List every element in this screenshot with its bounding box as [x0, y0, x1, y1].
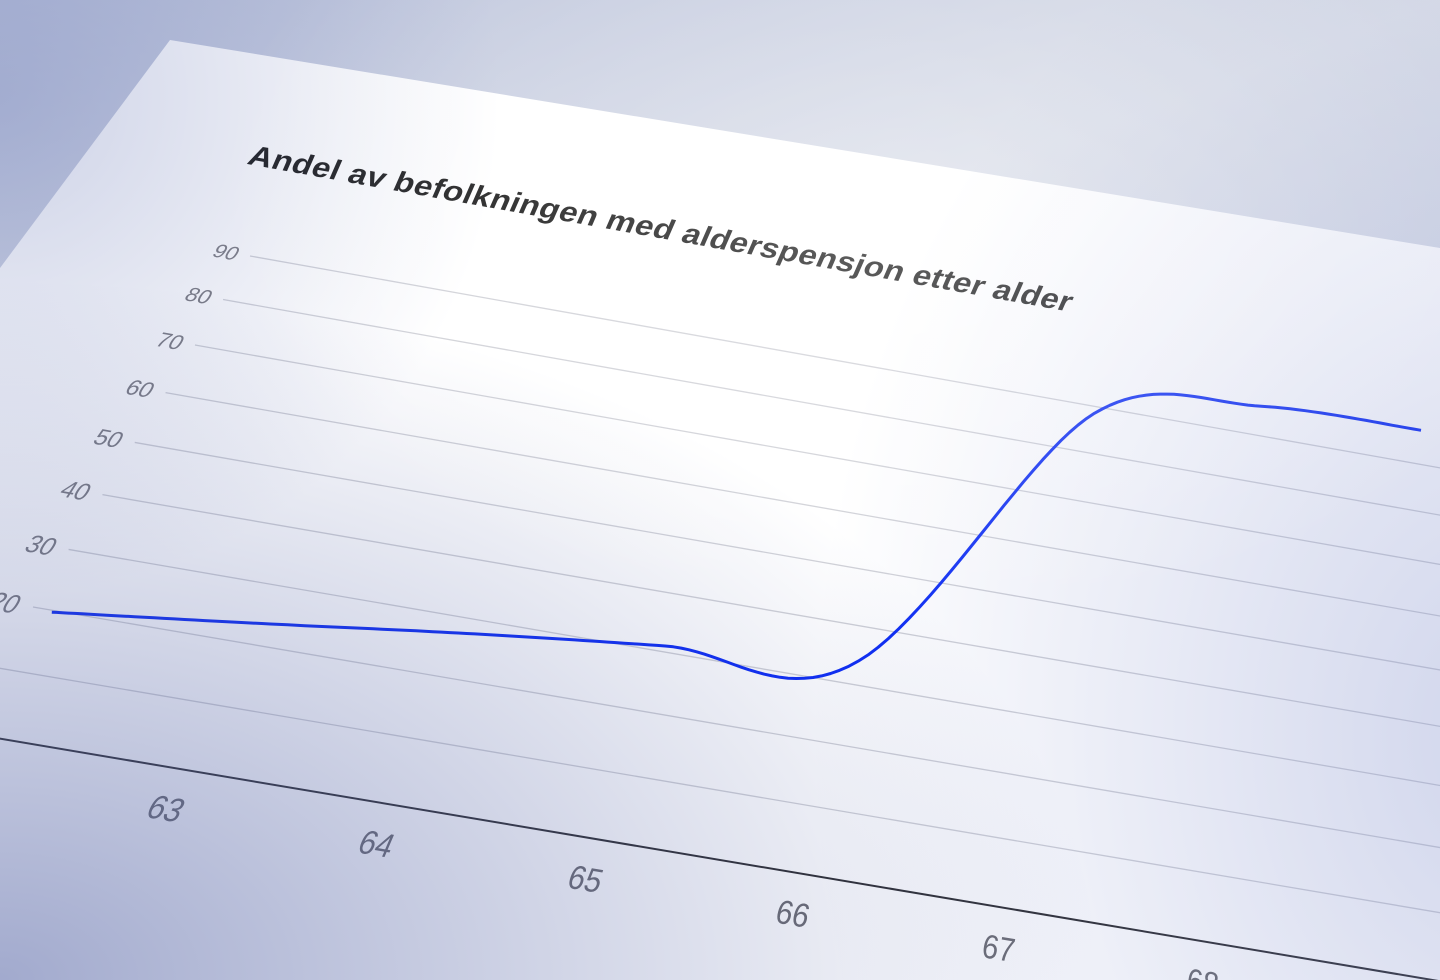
chart-paper — [0, 40, 1440, 980]
x-tick-label: 67 — [979, 927, 1018, 969]
